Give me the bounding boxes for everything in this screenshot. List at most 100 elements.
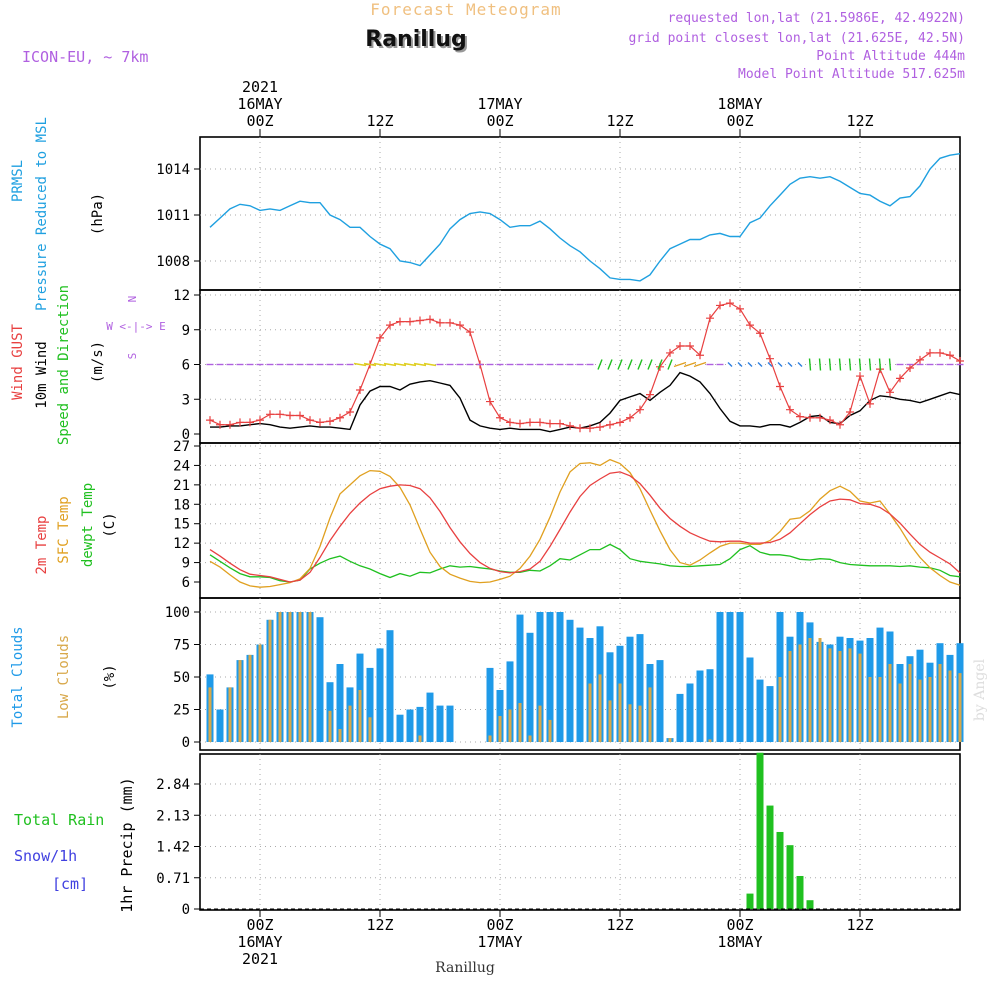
gust-marker (856, 372, 864, 381)
gust-marker (756, 329, 764, 338)
total-cloud-bar (436, 705, 444, 742)
location-title: Ranillug (365, 27, 466, 52)
gridpoint-coords: grid point closest lon,lat (21.625E, 42.… (628, 31, 965, 46)
low-cloud-bar (258, 644, 262, 742)
total-cloud-bar (376, 648, 384, 742)
wind-direction-arrow (403, 362, 417, 367)
total-cloud-bar (516, 614, 524, 742)
y-tick-label: 3 (182, 392, 190, 408)
compass-north: N (126, 296, 139, 303)
total-cloud-bar (386, 630, 394, 742)
low-cloud-bar (288, 612, 292, 742)
low-cloud-bar (498, 716, 502, 742)
gust-marker (706, 314, 714, 323)
gust-marker (676, 341, 684, 350)
low-cloud-bar (528, 735, 532, 742)
gust-marker (786, 405, 794, 414)
dewpt-label: dewpt Temp (80, 483, 96, 567)
top-time-label: 17MAY (477, 95, 522, 113)
bottom-time-label: 12Z (846, 916, 873, 934)
model-label: ICON-EU, ~ 7km (22, 48, 148, 66)
top-time-label: 00Z (486, 112, 513, 130)
gust-marker (356, 385, 364, 394)
total-cloud-bar (426, 692, 434, 742)
gust-marker (286, 411, 294, 420)
gust-marker (746, 321, 754, 330)
low-cloud-bar (538, 705, 542, 742)
low-cloud-bar (358, 690, 362, 742)
precip-label: 1hr Precip (mm) (118, 777, 136, 912)
y-tick-label: 25 (173, 703, 190, 719)
y-tick-label: 1008 (156, 254, 190, 270)
total-cloud-bar (336, 664, 344, 742)
gust-marker (456, 321, 464, 330)
gust-marker (566, 421, 574, 430)
low-cloud-bar (638, 705, 642, 742)
requested-coords: requested lon,lat (21.5986E, 42.4922N) (668, 11, 965, 26)
wind-direction-arrow (617, 359, 623, 370)
wind-direction-arrow (383, 362, 397, 367)
low-cloud-bar (828, 648, 832, 742)
low-cloud-bar (858, 653, 862, 742)
low-cloud-bar (278, 612, 282, 742)
rain-bar (746, 893, 754, 909)
y-tick-label: 0 (182, 902, 190, 918)
clouds-unit: (%) (102, 664, 118, 689)
total-cloud-bar (566, 619, 574, 742)
pressure-unit: (hPa) (90, 193, 106, 235)
point-altitude: Point Altitude 444m (816, 49, 965, 64)
wind-direction-arrow (838, 358, 842, 371)
wind-direction-arrow (797, 362, 803, 367)
watermark: by Angel (972, 658, 988, 721)
wind-direction-arrow (423, 362, 437, 367)
gust-marker (886, 388, 894, 397)
gust-marker (506, 418, 514, 427)
compass-west-east: W <-|-> E (106, 320, 166, 333)
low-cloud-bar (868, 677, 872, 742)
top-time-label: 12Z (846, 112, 873, 130)
pressure-panel: 1008 1011 1014 PRMSL Pressure Reduced to MSL… (10, 117, 961, 311)
gust-marker (486, 397, 494, 406)
top-time-label: 18MAY (717, 95, 762, 113)
wind-direction-arrow (647, 359, 653, 370)
gust-marker (466, 328, 474, 337)
gust-marker (806, 413, 814, 422)
wind-direction-arrow (808, 358, 812, 371)
sfctemp-label: SFC Temp (56, 496, 72, 563)
total-cloud-bar (536, 612, 544, 742)
gust-marker (636, 405, 644, 414)
low-cloud-bar (778, 677, 782, 742)
pressure-label-long: Pressure Reduced to MSL (34, 117, 50, 311)
low-cloud-bar (368, 717, 372, 742)
total-cloud-bar (716, 612, 724, 742)
gust-marker (416, 316, 424, 325)
total-cloud-bar (416, 706, 424, 742)
y-tick-label: 0 (182, 427, 190, 443)
gust-marker (606, 420, 614, 429)
total-cloud-bar (446, 705, 454, 742)
temp-unit: (C) (102, 512, 118, 537)
gust-marker (246, 418, 254, 427)
gust-marker (866, 399, 874, 408)
gust-marker (536, 418, 544, 427)
temperature-panel: 6 9 12 15 18 21 24 27 2m Temp SFC Temp dewpt Temp (… (34, 439, 961, 599)
bottom-time-label: 16MAY (237, 933, 282, 951)
gust-marker (326, 417, 334, 426)
wind-direction-arrow (627, 359, 633, 370)
low-cloud-bar (878, 677, 882, 742)
gust-marker (576, 424, 584, 433)
wind-direction-arrow (413, 362, 427, 367)
y-tick-label: 18 (173, 497, 190, 513)
low-cloud-bar (268, 619, 272, 742)
gust-marker (846, 407, 854, 416)
total-cloud-bar (746, 657, 754, 742)
total-cloud-bar (486, 667, 494, 742)
gust-marker (686, 341, 694, 350)
low-cloud-bar (338, 729, 342, 742)
total-cloud-bar (696, 670, 704, 742)
y-tick-label: 9 (182, 323, 190, 339)
y-tick-label: 15 (173, 517, 190, 533)
wind-direction-arrow (683, 361, 697, 368)
low-cloud-bar (918, 679, 922, 742)
gust-marker (696, 351, 704, 360)
